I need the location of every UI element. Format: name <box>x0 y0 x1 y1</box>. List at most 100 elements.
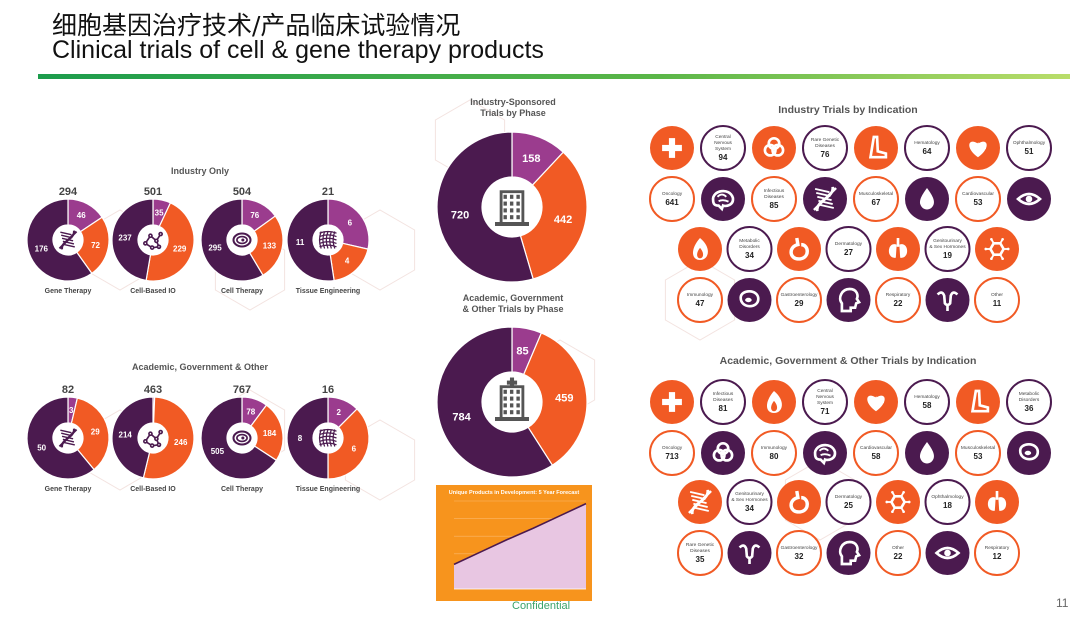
item-circle <box>955 430 1001 476</box>
donut-hole <box>313 423 343 453</box>
atom <box>891 490 894 494</box>
indication-label: Rare Genetic <box>686 542 715 548</box>
indication-value: 58 <box>872 452 881 461</box>
hospital-icon <box>495 377 529 422</box>
panel-title: Industry Only <box>171 166 229 176</box>
lung-right <box>899 244 908 258</box>
heart-shape <box>969 141 987 158</box>
donut-total: 16 <box>322 384 334 396</box>
cell-inner <box>236 235 248 245</box>
dna-rung <box>63 441 75 446</box>
fiber <box>319 244 337 248</box>
indication-icon-badge <box>975 227 1019 271</box>
stomach-shape <box>789 490 809 514</box>
lungs-icon <box>888 238 908 258</box>
panel-academic-indication: Academic, Government & Other Trials by I… <box>649 355 1052 576</box>
atom <box>902 510 905 514</box>
organ-outline <box>739 290 760 308</box>
indication-label: Cardiovascular <box>860 445 892 451</box>
indication-icon-badge <box>956 380 1000 424</box>
flame-inner <box>771 400 778 412</box>
item-circle <box>825 479 872 525</box>
organ-outline <box>1018 443 1040 461</box>
slice-value-label: 784 <box>452 412 471 424</box>
dna-icon <box>688 489 712 515</box>
indication-label: Other <box>991 292 1003 298</box>
biohazard-center <box>721 451 725 455</box>
indication-value: 19 <box>943 251 952 260</box>
item-circle <box>726 226 773 272</box>
donut-hole <box>482 177 542 237</box>
molecule-icon <box>143 231 163 250</box>
indication-icon-badge <box>650 126 694 170</box>
item-circle <box>776 277 822 323</box>
indication-icon-badge <box>678 480 722 524</box>
indication-icon-badge <box>905 431 949 475</box>
indication-label: Central <box>817 388 832 394</box>
fiber <box>319 442 337 446</box>
indication-value: 35 <box>696 555 705 564</box>
indication-value: 29 <box>795 299 804 308</box>
slice-value-label: 229 <box>173 244 187 253</box>
indication-label: Immunology <box>761 445 788 451</box>
indication-label: Immunology <box>687 292 714 298</box>
indication-value: 34 <box>745 504 754 513</box>
indication-value: 76 <box>821 150 830 159</box>
indication-label: System <box>715 146 731 152</box>
area-fill <box>454 503 586 589</box>
biohazard-ring <box>763 143 777 157</box>
donut-chart: 767 78 184 505 Cell Therapy <box>200 384 284 493</box>
atom <box>158 231 163 237</box>
indication-label: Other <box>892 545 904 551</box>
atom <box>143 439 148 444</box>
indication-label: Disorders <box>1019 397 1040 403</box>
indication-value: 71 <box>821 407 830 416</box>
heartbeat-line <box>970 142 987 152</box>
fiber <box>332 429 336 447</box>
window <box>509 215 514 220</box>
indication-value: 18 <box>943 501 952 510</box>
slice-value-label: 295 <box>208 243 222 252</box>
indication-label: Respiratory <box>985 545 1010 551</box>
item-circle <box>700 379 746 425</box>
atom <box>1006 247 1010 251</box>
fiber <box>325 231 329 249</box>
indication-icon-badge <box>876 227 920 271</box>
indication-icon-badge <box>826 278 871 322</box>
indication-label: Central <box>715 134 730 140</box>
tissue-icon <box>318 230 337 249</box>
indication-value: 36 <box>1025 404 1034 413</box>
cell-icon <box>232 430 252 446</box>
slice-value-label: 6 <box>348 218 353 227</box>
badge-circle <box>876 227 920 271</box>
panel-academic-other: Academic, Government & Other8232950Gene … <box>26 362 370 493</box>
indication-label: Diseases <box>690 548 710 554</box>
item-circle <box>1006 379 1052 425</box>
dna-rung <box>689 490 705 497</box>
fiber <box>325 429 329 447</box>
hexagon-molecule-icon <box>984 237 1010 261</box>
foot-icon <box>868 135 888 159</box>
window <box>516 410 520 415</box>
badge-circle <box>727 531 772 575</box>
window <box>503 403 507 408</box>
indication-icon-badge <box>876 480 920 524</box>
indication-icon-badge <box>803 177 847 221</box>
badge-circle <box>956 380 1000 424</box>
slide-title-chinese: 细胞基因治疗技术/产品临床试验情况 <box>52 11 461 40</box>
atom <box>156 442 162 448</box>
slice-value-label: 50 <box>37 443 46 452</box>
slice-value-label: 246 <box>174 438 188 447</box>
cross-horizontal <box>662 144 682 152</box>
atom <box>143 241 148 246</box>
panel-title: Trials by Phase <box>480 108 546 118</box>
